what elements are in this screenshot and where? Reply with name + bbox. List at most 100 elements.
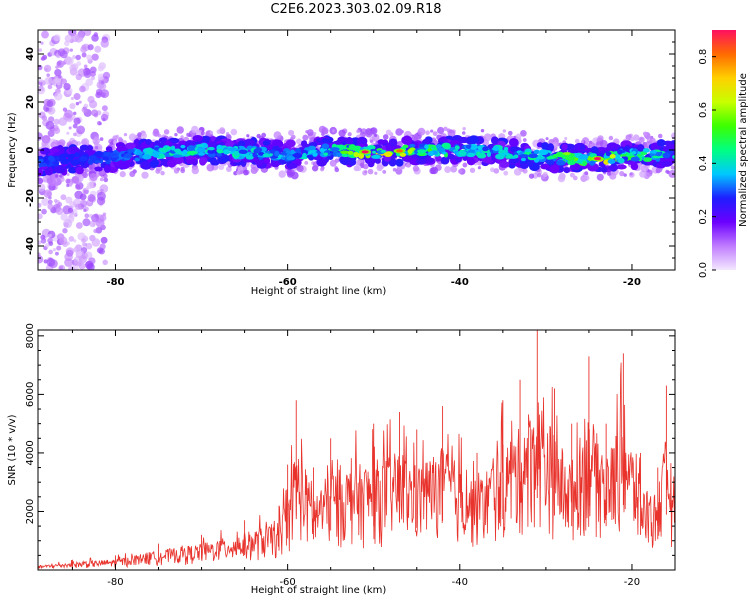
heatmap-halo	[302, 134, 309, 141]
heatmap-halo	[305, 130, 309, 134]
heatmap-band-outer	[54, 164, 66, 174]
heatmap-band-core	[321, 143, 330, 150]
heatmap-speckle	[55, 251, 59, 256]
heatmap-band-core	[348, 144, 356, 151]
heatmap-speckle	[56, 81, 61, 86]
heatmap-band-core	[409, 143, 416, 148]
heatmap-halo	[46, 177, 54, 185]
heatmap-halo	[101, 170, 106, 175]
heatmap-band-core	[196, 147, 206, 153]
heatmap-speckle	[100, 80, 105, 85]
heatmap-halo	[670, 165, 675, 170]
heatmap-band-core	[94, 160, 100, 164]
heatmap-band-outer	[402, 156, 413, 162]
heatmap-halo	[200, 131, 205, 136]
heatmap-speckle	[94, 45, 102, 53]
heatmap-speckle	[89, 66, 97, 74]
heatmap-speckle	[83, 30, 92, 37]
heatmap-halo	[528, 173, 535, 179]
heatmap-band-outer	[541, 142, 549, 150]
heatmap-halo	[117, 136, 123, 142]
heatmap-halo	[443, 126, 448, 131]
heatmap-speckle	[99, 184, 109, 193]
heatmap-halo	[320, 167, 325, 172]
heatmap-band-outer	[151, 159, 160, 167]
heatmap-halo	[174, 132, 178, 137]
heatmap-halo	[89, 163, 96, 170]
heatmap-speckle	[99, 243, 106, 250]
heatmap-halo	[246, 134, 250, 138]
heatmap-speckle	[41, 208, 47, 215]
heatmap-band-outer	[321, 137, 329, 143]
heatmap-halo	[55, 174, 59, 178]
heatmap-halo	[382, 134, 389, 140]
heatmap-speckle	[95, 91, 102, 99]
heatmap-halo	[92, 137, 100, 145]
heatmap-band-core	[582, 160, 587, 167]
heatmap-speckle	[64, 34, 73, 43]
heatmap-speckle	[60, 78, 67, 85]
heatmap-speckle	[73, 132, 77, 137]
heatmap-band-outer	[587, 162, 599, 172]
heatmap-speckle	[82, 218, 91, 227]
heatmap-band-core	[631, 151, 637, 155]
heatmap-band-core	[186, 150, 197, 155]
heatmap-band-outer	[356, 136, 368, 146]
heatmap-band-core	[417, 149, 427, 154]
heatmap-speckle	[75, 181, 84, 190]
heatmap-speckle	[81, 52, 87, 57]
heatmap-band-core	[238, 149, 248, 155]
heatmap-band-core	[468, 148, 476, 154]
heatmap-speckle	[41, 197, 50, 206]
heatmap-halo	[128, 133, 137, 141]
heatmap-band-core	[465, 144, 472, 149]
heatmap-speckle	[48, 116, 55, 123]
heatmap-halo	[584, 171, 589, 176]
heatmap-halo	[191, 125, 199, 134]
heatmap-halo	[296, 138, 302, 145]
heatmap-speckle	[38, 240, 42, 245]
heatmap-halo	[574, 138, 580, 144]
heatmap-band-core	[605, 151, 612, 157]
heatmap-halo	[461, 131, 466, 135]
heatmap-band-outer	[200, 135, 210, 145]
bottom-x-tick-label: -40	[452, 577, 468, 588]
heatmap-halo	[608, 135, 614, 141]
heatmap-halo	[230, 128, 238, 136]
heatmap-band-core	[617, 149, 623, 155]
heatmap-halo	[564, 136, 568, 140]
heatmap-speckle	[97, 191, 106, 201]
heatmap-speckle	[85, 78, 94, 87]
heatmap-speckle	[68, 126, 72, 130]
heatmap-halo	[640, 164, 649, 173]
heatmap-halo	[356, 129, 360, 134]
heatmap-band-outer	[435, 155, 442, 162]
heatmap-speckle	[54, 68, 62, 77]
heatmap-halo	[545, 137, 549, 141]
heatmap-halo	[369, 139, 374, 143]
heatmap-speckle	[87, 44, 94, 51]
heatmap-halo	[665, 169, 670, 174]
heatmap-band-outer	[103, 165, 111, 173]
heatmap-speckle	[53, 34, 61, 42]
heatmap-halo	[362, 170, 368, 176]
heatmap-halo	[385, 129, 392, 136]
heatmap-band-core	[609, 154, 616, 159]
heatmap-band-outer	[466, 158, 476, 166]
heatmap-band-core	[68, 155, 74, 161]
heatmap-band-core	[274, 150, 280, 157]
heatmap-halo	[99, 137, 104, 141]
heatmap-speckle	[65, 196, 73, 204]
heatmap-band-outer	[49, 147, 60, 153]
heatmap-halo	[457, 169, 463, 174]
heatmap-halo	[493, 168, 500, 174]
heatmap-speckle	[52, 248, 57, 252]
heatmap-band-core	[495, 153, 505, 160]
heatmap-halo	[99, 177, 104, 182]
heatmap-band-core	[399, 152, 407, 157]
heatmap-halo	[580, 140, 584, 144]
heatmap-halo	[374, 171, 378, 175]
heatmap-speckle	[86, 54, 93, 61]
heatmap-speckle	[100, 92, 106, 98]
heatmap-band-outer	[468, 135, 479, 145]
